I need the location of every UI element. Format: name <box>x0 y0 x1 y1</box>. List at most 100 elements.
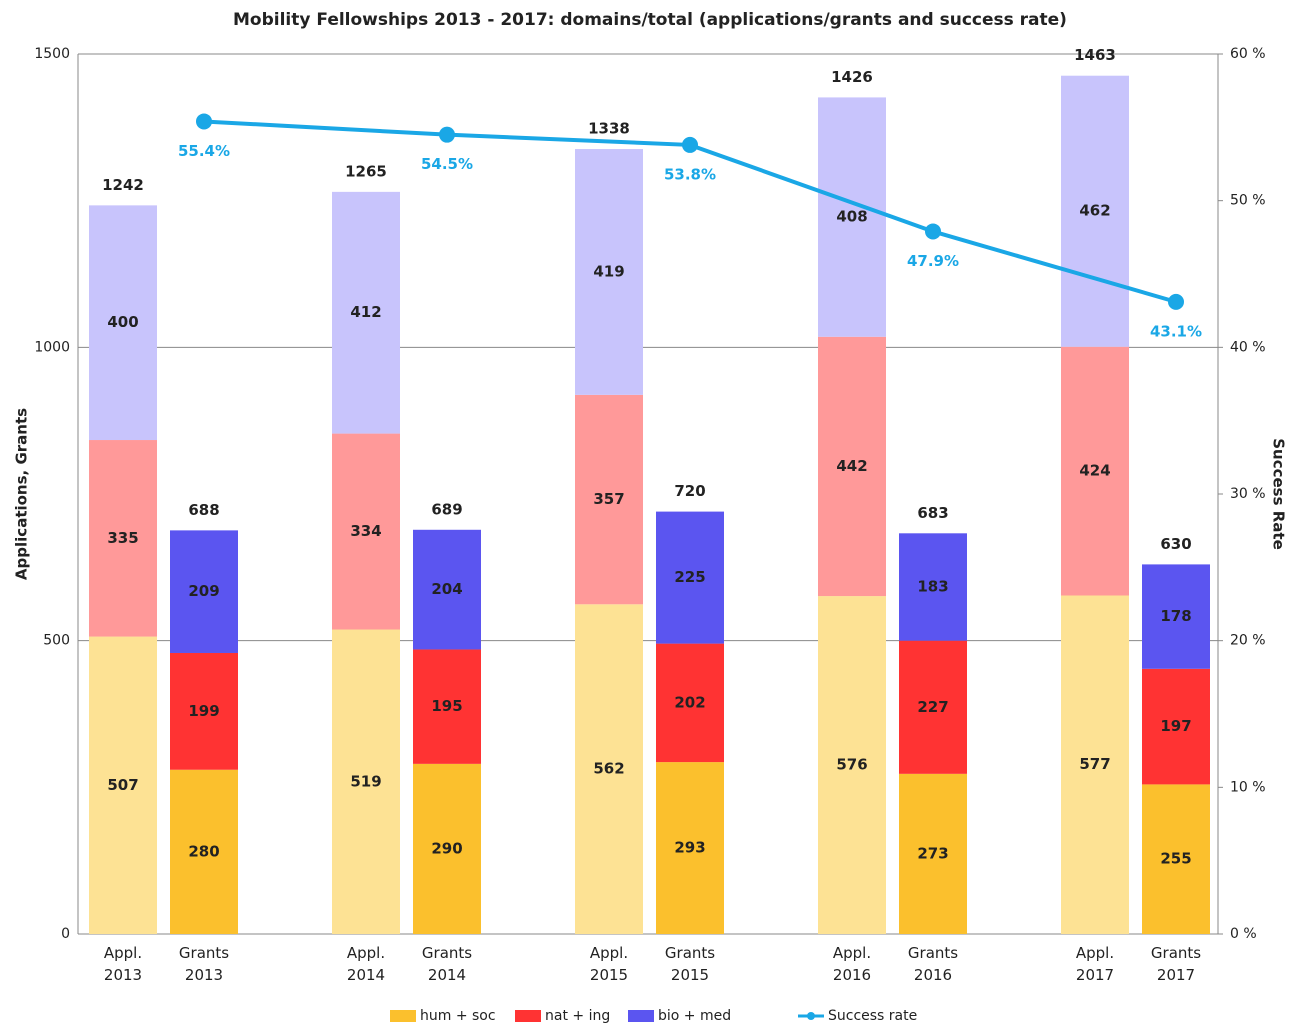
bar-segment <box>1142 564 1210 669</box>
bar-segment <box>170 530 238 653</box>
data-label: 424 <box>1079 462 1110 480</box>
data-label: 204 <box>431 580 462 598</box>
y2-tick-label: 60 % <box>1230 46 1266 62</box>
legend-swatch <box>628 1010 654 1022</box>
legend-swatch <box>515 1010 541 1022</box>
chart-title: Mobility Fellowships 2013 - 2017: domain… <box>233 10 1067 30</box>
data-label: 202 <box>674 693 705 711</box>
data-label: 290 <box>431 839 462 857</box>
data-label: 280 <box>188 842 219 860</box>
total-label: 720 <box>674 482 705 500</box>
bar-segment <box>656 643 724 763</box>
bar-segment <box>413 529 481 650</box>
bar-segment <box>656 762 724 934</box>
y2-tick-label: 0 % <box>1230 926 1257 942</box>
line-label: 54.5% <box>421 155 473 173</box>
y-axis-label: Applications, Grants <box>13 408 31 580</box>
total-label: 1338 <box>588 120 630 138</box>
x-tick-label: Appl. 2013 <box>103 944 143 984</box>
total-label: 1463 <box>1074 46 1116 64</box>
bar-segment <box>818 336 886 597</box>
legend-label: bio + med <box>658 1008 731 1024</box>
data-label: 562 <box>593 760 624 778</box>
data-label: 335 <box>107 529 138 547</box>
line-point <box>682 136 698 153</box>
y2-tick-label: 50 % <box>1230 193 1266 209</box>
legend-label: Success rate <box>828 1008 917 1024</box>
y2-tick-label: 20 % <box>1230 633 1266 649</box>
y2-tick-label: 10 % <box>1230 779 1266 795</box>
data-label: 412 <box>350 303 381 321</box>
data-label: 273 <box>917 844 948 862</box>
x-tick-label: Appl. 2017 <box>1075 944 1115 984</box>
bar-segment <box>1061 595 1129 934</box>
bar-segment <box>656 511 724 644</box>
y2-tick-label: 30 % <box>1230 486 1266 502</box>
data-label: 507 <box>107 776 138 794</box>
bar-segment <box>1142 668 1210 785</box>
line-point <box>196 113 212 130</box>
legend-label: nat + ing <box>545 1008 610 1024</box>
bar-segment <box>89 636 157 934</box>
bar-segment <box>818 97 886 337</box>
bar-segment <box>1061 75 1129 347</box>
x-tick-label: Appl. 2014 <box>346 944 386 984</box>
data-label: 199 <box>188 702 219 720</box>
data-label: 183 <box>917 577 948 595</box>
bar-segment <box>332 433 400 630</box>
data-label: 178 <box>1160 607 1191 625</box>
data-label: 519 <box>350 772 381 790</box>
line-point <box>439 126 455 143</box>
line-label: 53.8% <box>664 165 716 183</box>
data-label: 227 <box>917 698 948 716</box>
x-tick-label: Appl. 2015 <box>589 944 629 984</box>
bar-segment <box>575 394 643 605</box>
y-tick-label: 1000 <box>34 339 70 355</box>
line-label: 55.4% <box>178 142 230 160</box>
line-point <box>1168 293 1184 310</box>
y-tick-label: 0 <box>61 926 70 942</box>
data-label: 195 <box>431 697 462 715</box>
y-tick-label: 500 <box>43 633 70 649</box>
data-label: 576 <box>836 756 867 774</box>
bar-segment <box>170 652 238 770</box>
line-label: 47.9% <box>907 252 959 270</box>
x-tick-label: Grants 2013 <box>178 944 230 984</box>
data-label: 197 <box>1160 717 1191 735</box>
total-label: 688 <box>188 501 219 519</box>
bar-segment <box>89 440 157 637</box>
bar-segment <box>1061 346 1129 596</box>
data-label: 462 <box>1079 202 1110 220</box>
total-label: 689 <box>431 500 462 518</box>
bar-segment <box>899 640 967 774</box>
bar-segment <box>413 763 481 934</box>
bar-segment <box>818 596 886 934</box>
line-point <box>925 223 941 240</box>
total-label: 630 <box>1160 535 1191 553</box>
bar-segment <box>575 149 643 395</box>
x-tick-label: Grants 2015 <box>664 944 716 984</box>
data-label: 209 <box>188 582 219 600</box>
legend-swatch <box>390 1010 416 1022</box>
y2-tick-label: 40 % <box>1230 339 1266 355</box>
data-label: 334 <box>350 522 381 540</box>
bar-segment <box>899 773 967 934</box>
bar-segment <box>413 649 481 764</box>
legend-label: hum + soc <box>420 1008 496 1024</box>
data-label: 408 <box>836 208 867 226</box>
data-label: 442 <box>836 457 867 475</box>
total-label: 1242 <box>102 176 144 194</box>
data-label: 577 <box>1079 755 1110 773</box>
bar-segment <box>575 604 643 934</box>
line-label: 43.1% <box>1150 322 1202 340</box>
bar-segment <box>332 629 400 934</box>
data-label: 357 <box>593 490 624 508</box>
bar-segment <box>89 205 157 441</box>
bar-segment <box>899 533 967 641</box>
bar-segment <box>170 769 238 934</box>
total-label: 1426 <box>831 68 873 86</box>
x-tick-label: Grants 2014 <box>421 944 473 984</box>
x-tick-label: Grants 2016 <box>907 944 959 984</box>
